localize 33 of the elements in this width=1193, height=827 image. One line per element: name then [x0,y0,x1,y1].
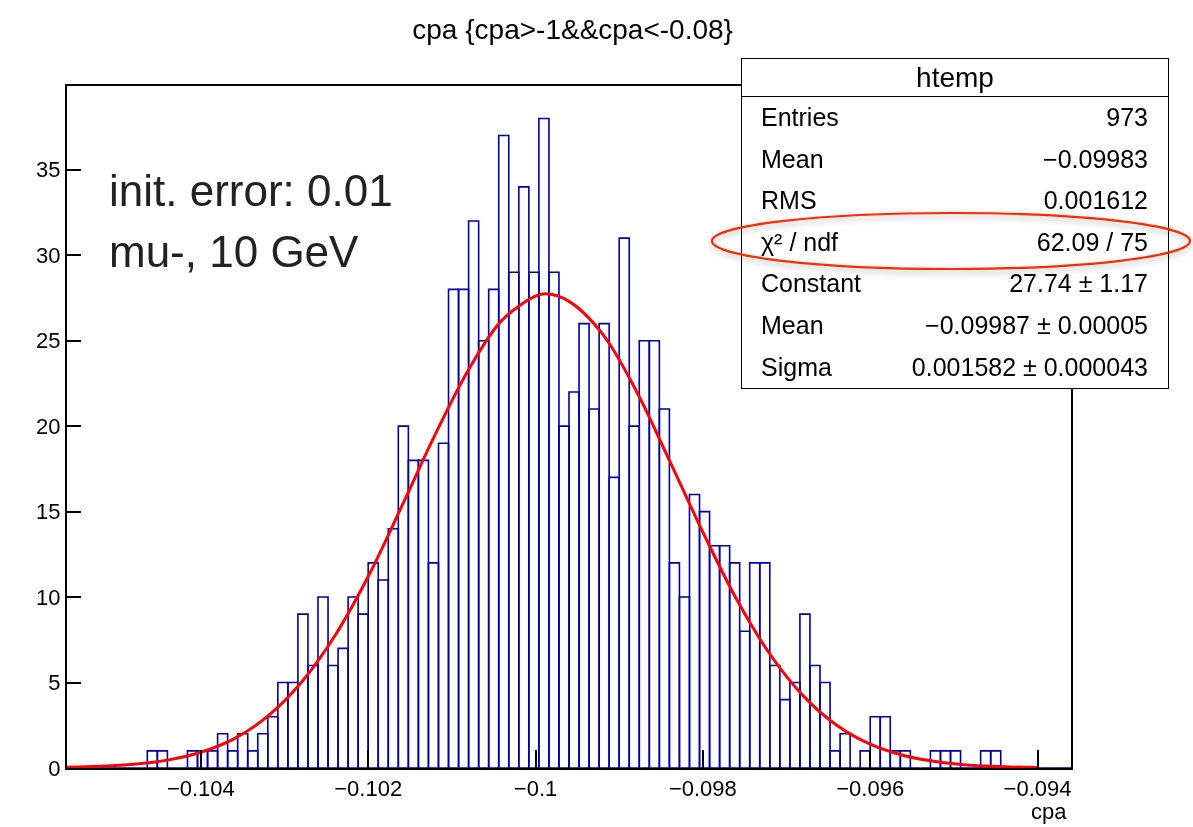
y-tick-label: 25 [36,328,61,354]
annotation: htemp [742,59,1168,97]
annotation: mu-, 10 GeV [109,227,360,276]
annotation: 27.74 ± 1.17 [1009,268,1148,300]
annotation: −0.09983 [1043,143,1148,175]
y-tick-label: 5 [48,670,61,696]
annotation: 0.001582 ± 0.000043 [911,351,1148,383]
annotation: −0.09987 ± 0.00005 [925,309,1148,341]
annotation: RMS [761,185,817,217]
y-tick-label: 15 [36,499,61,525]
chart-title: cpa {cpa>-1&&cpa<-0.08} [412,13,733,45]
annotation: χ² / ndf [761,226,839,258]
annotation: Mean [761,309,824,341]
y-tick-label: 10 [36,584,61,610]
x-axis-title: cpa [1031,799,1068,824]
x-tick-label: −0.104 [166,776,235,802]
x-tick-label: −0.096 [836,776,905,802]
x-tick-label: −0.102 [334,776,403,802]
y-tick-label: 20 [36,413,61,439]
annotation: 62.09 / 75 [1036,226,1148,258]
x-tick-label: −0.094 [1003,776,1072,802]
annotation: Sigma [761,351,832,383]
annotation: Entries [761,102,839,133]
y-tick-label: 35 [36,157,61,183]
annotation: 0.001612 [1043,185,1148,217]
y-tick-label: 0 [48,755,61,781]
annotation: Mean [761,143,824,175]
annotation: Constant [761,268,862,300]
annotation: init. error: 0.01 [109,166,393,215]
y-tick-label: 30 [36,242,61,268]
x-tick-label: −0.098 [668,776,737,802]
x-tick-label: −0.1 [513,776,558,802]
text: 973 [1106,103,1148,131]
